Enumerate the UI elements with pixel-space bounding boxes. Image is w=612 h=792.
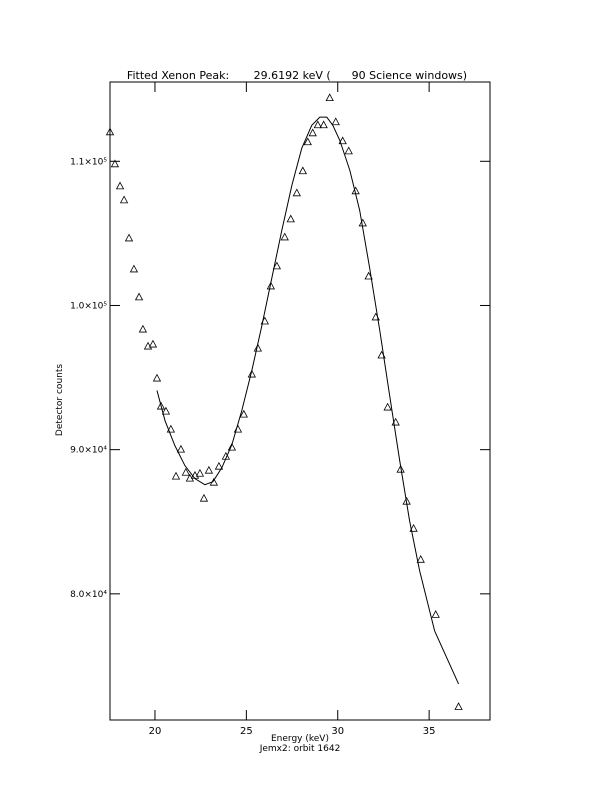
data-point [148, 339, 158, 348]
data-point [313, 120, 322, 129]
x-axis-label: Energy (keV) [271, 734, 329, 744]
data-point [124, 233, 134, 242]
data-point [266, 281, 276, 290]
data-point [308, 128, 317, 137]
chart-title: Fitted Xenon Peak: 29.6192 keV ( 90 Scie… [127, 69, 467, 82]
data-point [204, 465, 214, 474]
data-point [292, 188, 301, 197]
x-tick-label: 20 [149, 726, 162, 737]
data-point [152, 373, 162, 382]
data-point [272, 261, 282, 270]
y-tick-label: 1.1×10⁵ [70, 157, 107, 167]
data-point [364, 271, 373, 280]
data-point [396, 464, 405, 473]
data-point [138, 324, 148, 333]
y-axis-label: Detector counts [55, 364, 65, 436]
data-point [110, 159, 120, 168]
data-point [454, 702, 463, 710]
data-point [409, 523, 418, 532]
data-point [331, 117, 340, 126]
data-point [338, 136, 347, 145]
data-point [239, 409, 248, 418]
data-point [286, 214, 295, 223]
data-point [105, 127, 115, 136]
data-point [199, 493, 209, 502]
data-point [195, 468, 205, 477]
x-tick-label: 35 [423, 726, 436, 737]
data-point [319, 120, 328, 129]
data-point [171, 471, 181, 480]
x-tick-label: 25 [240, 726, 253, 737]
data-point [115, 181, 125, 190]
plot-frame [109, 81, 491, 721]
data-point [325, 93, 334, 102]
data-point [161, 406, 171, 415]
data-point [247, 369, 257, 378]
data-point [119, 195, 129, 204]
data-point [298, 166, 308, 175]
y-tick-label: 8.0×10⁴ [70, 590, 107, 600]
y-tick-label: 9.0×10⁴ [70, 446, 107, 456]
data-point [227, 442, 237, 451]
data-point [383, 402, 392, 411]
data-point [129, 264, 139, 273]
data-point [181, 467, 191, 476]
data-point [280, 232, 289, 241]
fit-line [156, 116, 460, 685]
data-point [176, 444, 186, 453]
data-point [303, 137, 312, 146]
data-point [156, 401, 166, 410]
data-point [214, 461, 224, 470]
x-tick-label: 30 [331, 726, 344, 737]
data-point [253, 343, 263, 352]
data-point [166, 424, 176, 433]
data-point [431, 610, 440, 618]
data-point [416, 554, 425, 563]
subtitle: Jemx2: orbit 1642 [259, 744, 341, 754]
y-tick-label: 1.0×10⁵ [70, 301, 107, 311]
data-point [344, 146, 353, 155]
data-point [134, 292, 144, 301]
